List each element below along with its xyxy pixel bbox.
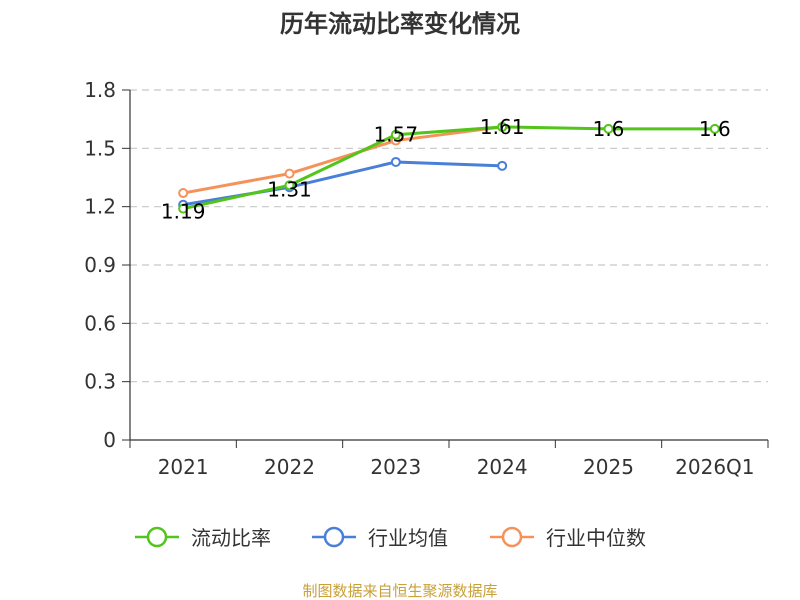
legend-item-2: 行业中位数	[490, 526, 646, 550]
series-1-point-2024	[497, 160, 508, 171]
x-tick-label-2021: 2021	[158, 455, 209, 479]
series-2-point-2021	[178, 188, 189, 199]
data-label-2023: 1.57	[374, 123, 419, 147]
y-tick-label-2: 0.6	[84, 311, 116, 335]
x-tick-label-2025: 2025	[583, 455, 634, 479]
legend-label-0: 流动比率	[191, 526, 271, 550]
y-tick-label-5: 1.5	[84, 136, 116, 160]
series-2-point-2022	[284, 168, 295, 179]
y-tick-label-6: 1.8	[84, 78, 116, 102]
y-tick-label-1: 0.3	[84, 370, 116, 394]
legend-marker-1	[323, 526, 345, 548]
y-tick-label-3: 0.9	[84, 253, 116, 277]
data-label-2025: 1.6	[593, 117, 625, 141]
series-0-point-2024	[497, 121, 508, 132]
series-0-point-2021	[178, 203, 189, 214]
y-tick-label-0: 0	[103, 428, 116, 452]
chart-title: 历年流动比率变化情况	[280, 10, 520, 38]
source-note: 制图数据来自恒生聚源数据库	[302, 582, 497, 600]
data-label-2021: 1.19	[161, 200, 206, 224]
legend-marker-2	[501, 526, 523, 548]
data-label-2024: 1.61	[480, 115, 525, 139]
x-tick-label-2024: 2024	[477, 455, 528, 479]
series-line-2	[182, 125, 503, 195]
series-0-point-2022	[284, 180, 295, 191]
series-0-point-2026Q1	[709, 123, 720, 134]
legend-item-0: 流动比率	[135, 526, 271, 550]
legend-marker-0	[146, 526, 168, 548]
y-tick-label-4: 1.2	[84, 195, 116, 219]
x-tick-label-2026Q1: 2026Q1	[675, 455, 754, 479]
legend-item-1: 行业均值	[312, 526, 448, 550]
x-tick-label-2022: 2022	[264, 455, 315, 479]
legend-label-1: 行业均值	[368, 526, 448, 550]
x-tick-label-2023: 2023	[370, 455, 421, 479]
data-label-2026Q1: 1.6	[699, 117, 731, 141]
series-1-point-2023	[390, 156, 401, 167]
legend-label-2: 行业中位数	[546, 526, 646, 550]
series-0-point-2025	[603, 123, 614, 134]
series-0-point-2023	[390, 129, 401, 140]
data-label-2022: 1.31	[267, 177, 312, 201]
series-line-0	[182, 125, 715, 211]
